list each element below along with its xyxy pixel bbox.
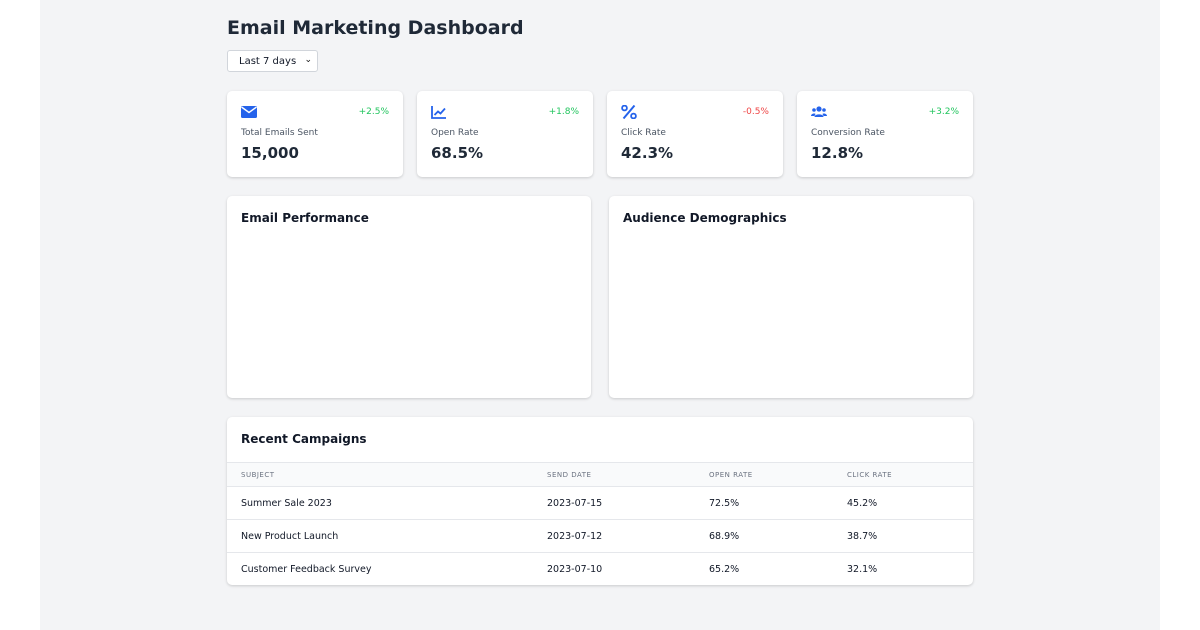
column-header-click-rate: CLICK RATE (847, 471, 893, 479)
stat-value: 68.5% (431, 144, 484, 162)
email-performance-panel: Email Performance (227, 196, 591, 398)
stat-label: Click Rate (621, 128, 666, 138)
cell-subject: Customer Feedback Survey (241, 564, 372, 575)
cell-send-date: 2023-07-10 (547, 564, 603, 575)
stat-card-emails-sent: +2.5% Total Emails Sent 15,000 (227, 91, 403, 177)
cell-open-rate: 68.9% (709, 531, 740, 542)
stat-card-conversion-rate: +3.2% Conversion Rate 12.8% (797, 91, 973, 177)
audience-demographics-panel: Audience Demographics (609, 196, 973, 398)
stat-change: +2.5% (358, 107, 389, 117)
cell-subject: New Product Launch (241, 531, 339, 542)
chevron-down-icon: ⌄ (304, 55, 312, 65)
stat-value: 15,000 (241, 144, 299, 162)
stat-change: +1.8% (548, 107, 579, 117)
cell-click-rate: 38.7% (847, 531, 878, 542)
column-header-open-rate: OPEN RATE (709, 471, 753, 479)
panel-title: Email Performance (241, 211, 369, 225)
table-header: SUBJECT SEND DATE OPEN RATE CLICK RATE (227, 462, 973, 486)
page-title: Email Marketing Dashboard (227, 17, 524, 39)
cell-open-rate: 65.2% (709, 564, 740, 575)
table-row[interactable]: Summer Sale 2023 2023-07-15 72.5% 45.2% (227, 486, 973, 519)
stat-card-open-rate: +1.8% Open Rate 68.5% (417, 91, 593, 177)
recent-campaigns-card: Recent Campaigns (227, 417, 973, 585)
stat-change: +3.2% (928, 107, 959, 117)
date-range-value: Last 7 days (239, 55, 297, 67)
column-header-send-date: SEND DATE (547, 471, 592, 479)
stat-change: -0.5% (742, 107, 769, 117)
stat-value: 12.8% (811, 144, 864, 162)
stat-label: Conversion Rate (811, 128, 885, 138)
cell-click-rate: 45.2% (847, 498, 878, 509)
cell-send-date: 2023-07-15 (547, 498, 603, 509)
cell-send-date: 2023-07-12 (547, 531, 603, 542)
stat-label: Total Emails Sent (241, 128, 318, 138)
stat-card-click-rate: -0.5% Click Rate 42.3% (607, 91, 783, 177)
cell-click-rate: 32.1% (847, 564, 878, 575)
users-icon (811, 106, 827, 117)
envelope-icon (241, 106, 257, 118)
percent-icon (621, 105, 637, 119)
panel-title: Audience Demographics (623, 211, 787, 225)
cell-open-rate: 72.5% (709, 498, 740, 509)
date-range-select[interactable]: Last 7 days ⌄ (227, 50, 318, 72)
stat-value: 42.3% (621, 144, 674, 162)
column-header-subject: SUBJECT (241, 471, 275, 479)
table-row[interactable]: Customer Feedback Survey 2023-07-10 65.2… (227, 552, 973, 585)
line-chart-icon (431, 106, 446, 119)
table-title: Recent Campaigns (241, 432, 367, 446)
table-row[interactable]: New Product Launch 2023-07-12 68.9% 38.7… (227, 519, 973, 552)
page-background: Email Marketing Dashboard Last 7 days ⌄ … (40, 0, 1160, 630)
cell-subject: Summer Sale 2023 (241, 498, 332, 509)
stat-label: Open Rate (431, 128, 479, 138)
